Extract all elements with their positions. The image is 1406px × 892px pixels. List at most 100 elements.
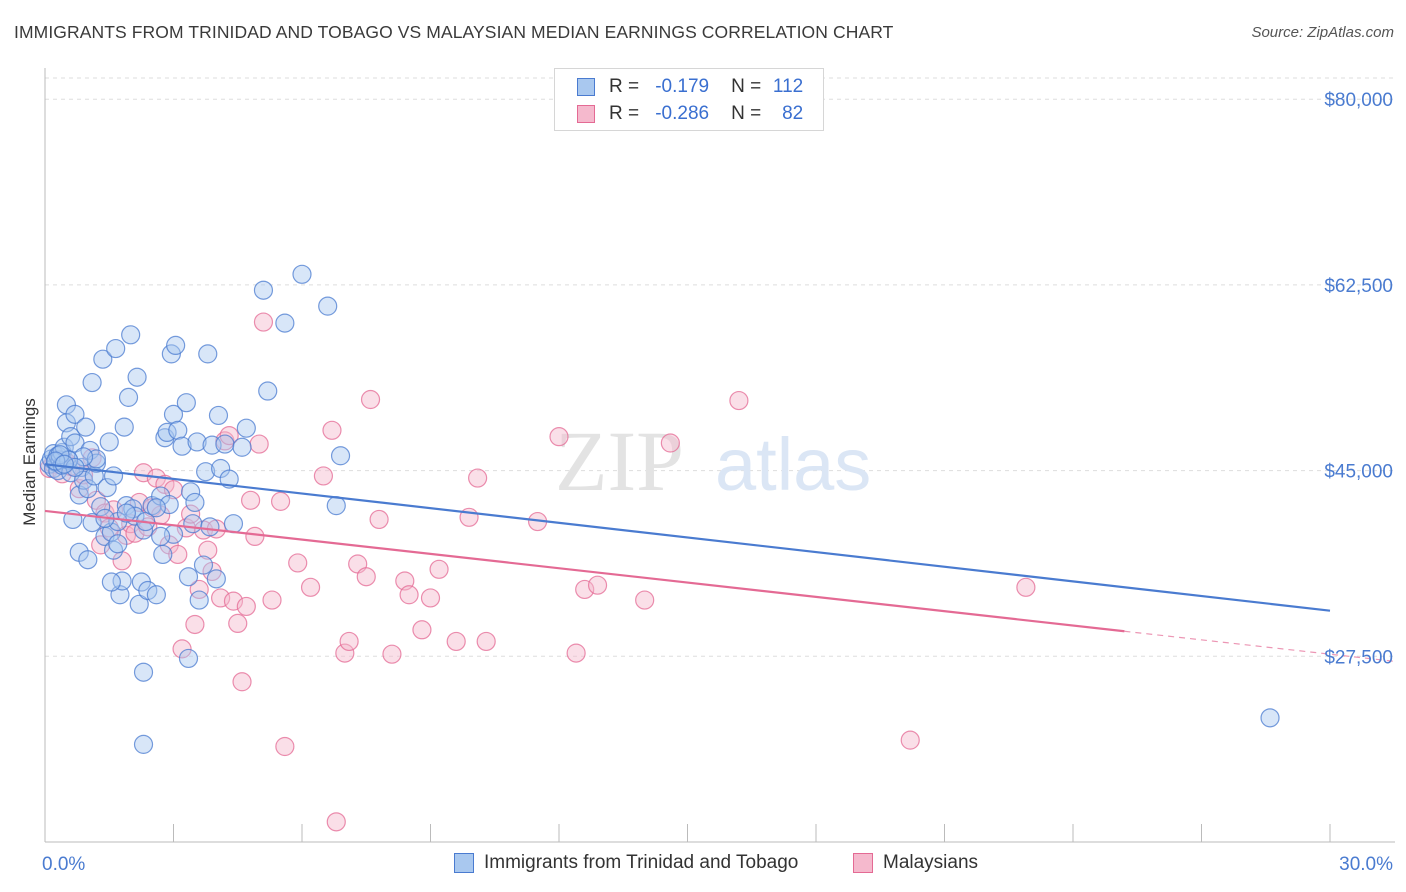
point-trinidad bbox=[163, 404, 184, 424]
point-trinidad bbox=[219, 469, 239, 489]
point-trinidad bbox=[232, 437, 252, 457]
point-trinidad bbox=[106, 338, 126, 359]
point-trinidad bbox=[215, 434, 235, 454]
watermark: ZIP atlas bbox=[555, 413, 871, 509]
legend-swatch-pink bbox=[853, 853, 873, 873]
legend-n-value: 112 bbox=[772, 76, 804, 97]
series-legend: Immigrants from Trinidad and Tobago Mala… bbox=[0, 852, 1406, 878]
point-trinidad bbox=[189, 590, 209, 610]
point-malaysian bbox=[326, 812, 346, 832]
point-trinidad bbox=[65, 404, 85, 424]
point-trinidad bbox=[196, 462, 216, 482]
point-malaysian bbox=[468, 468, 488, 488]
point-trinidad bbox=[146, 585, 166, 605]
point-malaysian bbox=[189, 579, 209, 600]
legend-row-blue: R = -0.179 N = 112 bbox=[555, 74, 803, 100]
point-trinidad bbox=[330, 446, 351, 466]
trendline-trinidad bbox=[44, 463, 1331, 612]
point-trinidad bbox=[146, 498, 166, 518]
point-malaysian bbox=[549, 427, 569, 447]
point-trinidad bbox=[223, 514, 244, 534]
point-malaysian bbox=[446, 631, 466, 652]
data-points bbox=[39, 264, 1280, 832]
point-trinidad bbox=[97, 477, 117, 498]
legend-item-malaysians: Malaysians bbox=[853, 852, 978, 874]
point-trinidad bbox=[118, 387, 139, 407]
legend-r-value: -0.286 bbox=[655, 103, 710, 124]
point-malaysian bbox=[360, 389, 381, 410]
point-malaysian bbox=[300, 577, 321, 597]
legend-r-label: R = bbox=[609, 103, 640, 124]
point-trinidad bbox=[193, 555, 214, 575]
legend-label-trinidad: Immigrants from Trinidad and Tobago bbox=[484, 852, 799, 873]
point-malaysian bbox=[228, 613, 248, 634]
point-trinidad bbox=[181, 482, 201, 502]
point-trinidad bbox=[127, 367, 147, 387]
watermark-atlas: atlas bbox=[715, 423, 871, 506]
trend-lines bbox=[44, 463, 1396, 663]
point-malaysian bbox=[185, 614, 205, 635]
point-malaysian bbox=[575, 579, 595, 600]
point-malaysian bbox=[476, 631, 496, 652]
point-malaysian bbox=[420, 588, 441, 608]
point-trinidad bbox=[82, 513, 102, 533]
point-trinidad bbox=[198, 344, 218, 364]
point-trinidad bbox=[178, 648, 199, 669]
y-tick-label: $45,000 bbox=[1324, 462, 1393, 483]
chart-source: Source: ZipAtlas.com bbox=[1251, 24, 1394, 41]
legend-r-label: R = bbox=[609, 76, 640, 97]
point-malaysian bbox=[275, 736, 295, 757]
point-trinidad bbox=[112, 571, 132, 591]
point-trinidad bbox=[101, 572, 121, 592]
point-malaysian bbox=[587, 575, 608, 595]
point-trinidad bbox=[114, 417, 134, 437]
point-trinidad bbox=[326, 496, 346, 516]
point-malaysian bbox=[335, 643, 355, 663]
point-malaysian bbox=[900, 730, 920, 750]
point-trinidad bbox=[133, 662, 154, 682]
point-malaysian bbox=[270, 491, 291, 511]
point-malaysian bbox=[223, 591, 244, 611]
y-tick-label: $62,500 bbox=[1324, 276, 1393, 297]
point-trinidad bbox=[99, 432, 119, 452]
legend-n-value: 82 bbox=[782, 103, 804, 124]
point-malaysian bbox=[399, 585, 419, 605]
legend-r-value: -0.179 bbox=[655, 76, 710, 97]
legend-label-malaysians: Malaysians bbox=[883, 852, 979, 873]
point-trinidad bbox=[236, 418, 256, 438]
point-trinidad bbox=[151, 526, 171, 547]
point-trinidad bbox=[153, 544, 173, 565]
point-malaysian bbox=[236, 596, 256, 617]
chart-title: IMMIGRANTS FROM TRINIDAD AND TOBAGO VS M… bbox=[14, 22, 894, 42]
legend-row-pink: R = -0.286 N = 82 bbox=[555, 101, 803, 127]
point-malaysian bbox=[232, 672, 252, 692]
point-malaysian bbox=[133, 463, 154, 483]
point-trinidad bbox=[76, 417, 96, 437]
y-tick-label: $80,000 bbox=[1324, 90, 1393, 111]
y-axis-title: Median Earnings bbox=[20, 398, 39, 526]
point-trinidad bbox=[258, 381, 278, 401]
point-malaysian bbox=[245, 526, 265, 547]
point-malaysian bbox=[262, 590, 282, 610]
legend-n-label: N = bbox=[731, 103, 762, 124]
point-trinidad bbox=[187, 432, 207, 452]
point-trinidad bbox=[206, 569, 226, 589]
point-trinidad bbox=[78, 550, 98, 570]
point-malaysian bbox=[382, 644, 402, 664]
legend-item-trinidad: Immigrants from Trinidad and Tobago bbox=[454, 852, 798, 874]
point-malaysian bbox=[181, 504, 201, 524]
point-trinidad bbox=[82, 372, 102, 393]
point-malaysian bbox=[172, 639, 192, 659]
point-trinidad bbox=[183, 514, 203, 534]
x-tick-label: 0.0% bbox=[42, 854, 85, 875]
point-trinidad bbox=[166, 335, 186, 355]
point-trinidad bbox=[275, 313, 295, 333]
point-trinidad bbox=[93, 349, 113, 369]
point-trinidad bbox=[54, 454, 74, 474]
point-trinidad bbox=[133, 734, 154, 754]
point-trinidad bbox=[208, 405, 229, 426]
point-malaysian bbox=[660, 433, 680, 453]
point-malaysian bbox=[322, 420, 342, 440]
point-malaysian bbox=[369, 509, 389, 530]
